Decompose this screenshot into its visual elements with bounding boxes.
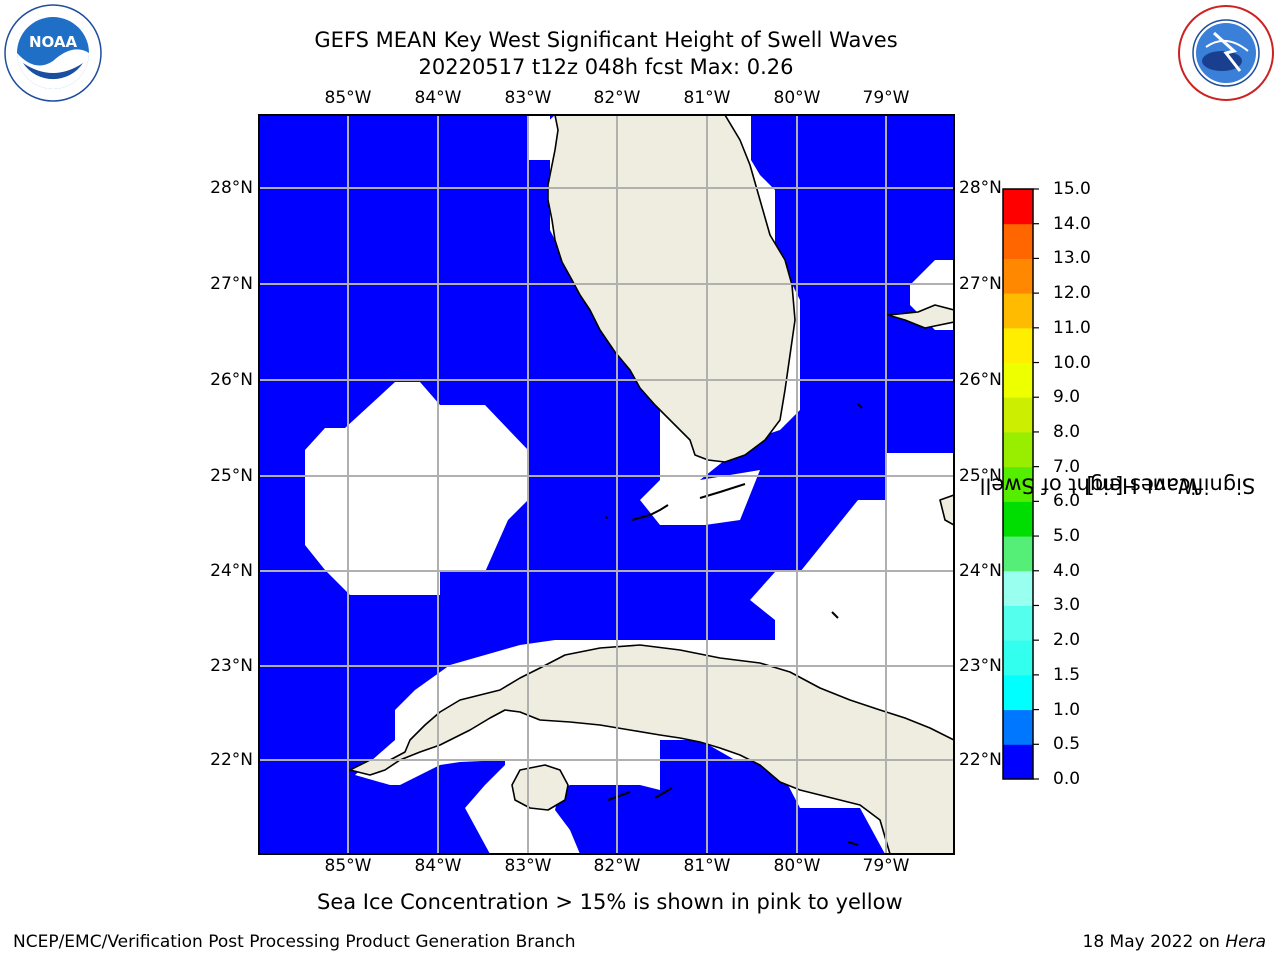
lat-tick-label-right: 24°N — [959, 561, 1002, 581]
footer-date: 18 May 2022 on Hera — [1083, 932, 1267, 952]
lon-tick-label-bottom: 82°W — [593, 856, 641, 876]
chart-subtitle: 20220517 t12z 048h fcst Max: 0.26 — [418, 55, 794, 79]
lat-tick-label-left: 23°N — [210, 656, 253, 676]
lat-tick-label-left: 24°N — [210, 561, 253, 581]
sea-ice-note: Sea Ice Concentration > 15% is shown in … — [317, 890, 903, 914]
lon-tick-label-top: 83°W — [504, 88, 552, 108]
andros — [939, 494, 954, 526]
colorbar-tick-label: 0.0 — [1053, 769, 1081, 789]
colorbar-tick-label: 3.0 — [1053, 595, 1081, 616]
colorbar-tick-label: 7.0 — [1053, 456, 1081, 477]
colorbar-tick-label: 12.0 — [1053, 283, 1091, 304]
lon-tick-label-top: 81°W — [683, 88, 731, 108]
cuba — [349, 644, 954, 854]
chart-title: GEFS MEAN Key West Significant Height of… — [314, 28, 898, 52]
colorbar-tick-label: 13.0 — [1053, 248, 1091, 269]
colorbar-tick-label: 1.0 — [1053, 699, 1081, 720]
colorbar-tick-label: 9.0 — [1053, 387, 1081, 408]
colorbar-tick-label: 14.0 — [1053, 213, 1091, 234]
lon-tick-label-top: 84°W — [414, 88, 462, 108]
footer-host: Hera — [1225, 932, 1266, 952]
lat-tick-label-left: 25°N — [210, 466, 253, 486]
lon-tick-label-bottom: 79°W — [862, 856, 910, 876]
colorbar-tick-label: 6.0 — [1053, 491, 1081, 512]
noaa-logo-text: NOAA — [29, 33, 78, 51]
lat-tick-label-right: 26°N — [959, 370, 1002, 390]
colorbar-tick-label: 4.0 — [1053, 560, 1081, 581]
lat-tick-label-right: 22°N — [959, 750, 1002, 770]
lat-tick-label-right: 28°N — [959, 178, 1002, 198]
colorbar-tick-label: 2.0 — [1053, 630, 1081, 651]
colorbar-tick-label: 11.0 — [1053, 317, 1091, 338]
colorbar-tick-label: 10.0 — [1053, 352, 1091, 373]
lat-tick-label-right: 23°N — [959, 656, 1002, 676]
footer-date-text: 18 May 2022 on — [1082, 932, 1226, 952]
lon-tick-label-bottom: 85°W — [324, 856, 372, 876]
lon-tick-label-bottom: 84°W — [414, 856, 462, 876]
isla-de-la-juventud — [511, 764, 569, 811]
colorbar-tick-label: 0.5 — [1053, 734, 1081, 755]
map-frame — [258, 114, 955, 855]
florida — [547, 115, 796, 463]
lon-tick-label-bottom: 81°W — [683, 856, 731, 876]
colorbar-label-line2: Waves [m] — [1086, 473, 1199, 498]
small-islands — [604, 403, 863, 846]
lon-tick-label-top: 79°W — [862, 88, 910, 108]
land-masses — [349, 115, 954, 854]
lon-tick-label-top: 82°W — [593, 88, 641, 108]
colorbar-tick-label: 5.0 — [1053, 526, 1081, 547]
colorbar-tick-label: 1.5 — [1053, 664, 1081, 685]
lat-tick-label-left: 22°N — [210, 750, 253, 770]
lon-tick-label-top: 80°W — [773, 88, 821, 108]
lat-tick-label-left: 27°N — [210, 274, 253, 294]
noaa-logo: NOAA — [3, 3, 103, 103]
nws-logo — [1176, 3, 1276, 103]
lat-tick-label-right: 27°N — [959, 274, 1002, 294]
colorbar-tick-label: 8.0 — [1053, 421, 1081, 442]
lon-tick-label-top: 85°W — [324, 88, 372, 108]
colorbar-tick-label: 15.0 — [1053, 179, 1091, 199]
lon-tick-label-bottom: 80°W — [773, 856, 821, 876]
lat-tick-label-left: 26°N — [210, 370, 253, 390]
footer-credit: NCEP/EMC/Verification Post Processing Pr… — [13, 932, 576, 952]
lat-tick-label-left: 28°N — [210, 178, 253, 198]
grand-bahama — [887, 304, 954, 329]
lat-tick-label-right: 25°N — [959, 466, 1002, 486]
gridlines — [259, 115, 954, 854]
lon-tick-label-bottom: 83°W — [504, 856, 552, 876]
